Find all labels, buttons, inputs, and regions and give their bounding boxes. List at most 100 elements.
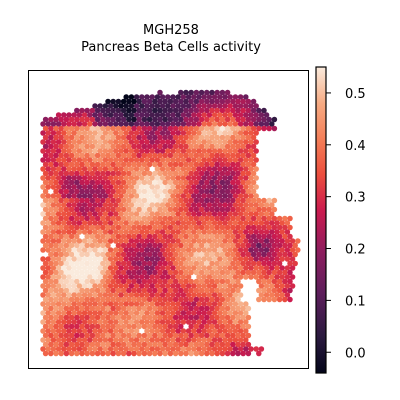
spatial-spot bbox=[53, 350, 59, 357]
spatial-spot bbox=[94, 215, 101, 222]
spatial-spot bbox=[232, 193, 239, 199]
spatial-spot bbox=[100, 125, 106, 132]
spatial-spot bbox=[79, 152, 85, 159]
spatial-spot bbox=[248, 220, 254, 226]
spatial-spot bbox=[245, 350, 252, 357]
spatial-spot bbox=[136, 287, 142, 294]
spatial-spot bbox=[84, 197, 90, 204]
spatial-spot bbox=[271, 116, 278, 123]
spatial-spot bbox=[149, 157, 155, 163]
spatial-spot bbox=[133, 103, 140, 109]
spatial-spot bbox=[198, 305, 205, 312]
spatial-spot bbox=[53, 188, 59, 195]
spatial-spot bbox=[115, 143, 122, 150]
spatial-spot bbox=[87, 202, 93, 208]
spatial-spot bbox=[53, 278, 59, 285]
spatial-spot bbox=[102, 184, 109, 190]
spatial-spot bbox=[105, 98, 111, 105]
spatial-spot bbox=[100, 116, 106, 123]
spatial-spot bbox=[97, 166, 103, 172]
spatial-spot bbox=[245, 323, 252, 330]
spatial-spot bbox=[100, 296, 106, 303]
spatial-spot bbox=[198, 287, 205, 294]
spatial-spot bbox=[253, 121, 259, 127]
spatial-spot bbox=[159, 184, 166, 190]
spatial-spot bbox=[107, 238, 114, 244]
spatial-spot bbox=[224, 116, 231, 123]
spatial-spot bbox=[100, 332, 106, 339]
spatial-spot bbox=[243, 157, 249, 163]
spatial-spot bbox=[100, 269, 106, 276]
spatial-spot bbox=[183, 125, 189, 132]
spatial-spot bbox=[131, 107, 137, 114]
spatial-spot bbox=[120, 143, 127, 150]
spatial-spot bbox=[81, 346, 88, 352]
spatial-spot bbox=[66, 292, 72, 298]
spatial-spot bbox=[198, 314, 205, 321]
spatial-spot bbox=[48, 134, 54, 141]
spatial-spot bbox=[141, 143, 148, 150]
spatial-spot bbox=[149, 139, 155, 145]
spatial-spot bbox=[178, 206, 184, 213]
spatial-spot bbox=[172, 233, 179, 240]
spatial-spot bbox=[289, 283, 296, 289]
spatial-spot bbox=[175, 211, 181, 217]
spatial-spot bbox=[68, 188, 75, 195]
spatial-spot bbox=[66, 328, 72, 334]
spatial-spot bbox=[146, 260, 153, 267]
spatial-spot bbox=[206, 94, 213, 100]
spatial-spot bbox=[89, 143, 96, 150]
spatial-spot bbox=[175, 202, 181, 208]
spatial-spot bbox=[79, 278, 85, 285]
spatial-spot bbox=[40, 166, 46, 172]
spatial-spot bbox=[87, 130, 93, 136]
spatial-spot bbox=[256, 215, 262, 222]
spatial-spot bbox=[131, 278, 137, 285]
spatial-spot bbox=[107, 247, 114, 253]
spatial-spot bbox=[183, 107, 189, 114]
spatial-spot bbox=[102, 292, 109, 298]
spatial-spot bbox=[118, 247, 124, 253]
spatial-spot bbox=[55, 175, 62, 181]
spatial-spot bbox=[68, 197, 75, 204]
spatial-spot bbox=[48, 197, 54, 204]
spatial-spot bbox=[222, 130, 228, 136]
spatial-spot bbox=[263, 256, 270, 262]
spatial-spot bbox=[100, 152, 106, 159]
spatial-spot bbox=[61, 319, 67, 325]
spatial-spot bbox=[50, 247, 57, 253]
spatial-spot bbox=[183, 251, 189, 258]
spatial-spot bbox=[58, 287, 64, 294]
spatial-spot bbox=[123, 328, 129, 334]
spatial-spot bbox=[180, 220, 187, 226]
spatial-spot bbox=[110, 125, 116, 132]
spatial-spot bbox=[196, 229, 202, 235]
spatial-spot bbox=[128, 148, 135, 154]
spatial-spot bbox=[79, 332, 85, 339]
spatial-spot bbox=[204, 314, 210, 321]
spatial-spot bbox=[178, 116, 184, 123]
spatial-spot bbox=[222, 292, 228, 298]
spatial-spot bbox=[180, 247, 187, 253]
spatial-spot bbox=[172, 152, 179, 159]
spatial-spot bbox=[50, 220, 57, 226]
spatial-spot bbox=[94, 305, 101, 312]
spatial-spot bbox=[120, 134, 127, 141]
spatial-spot bbox=[214, 260, 220, 267]
spatial-spot bbox=[71, 283, 77, 289]
spatial-spot bbox=[102, 337, 109, 343]
spatial-spot bbox=[196, 247, 202, 253]
spatial-spot bbox=[66, 193, 72, 199]
spatial-spot bbox=[204, 161, 210, 168]
spatial-spot bbox=[227, 265, 233, 271]
spatial-spot bbox=[204, 323, 210, 330]
spatial-spot bbox=[68, 332, 75, 339]
spatial-spot bbox=[120, 98, 127, 105]
spatial-spot bbox=[97, 292, 103, 298]
spatial-spot bbox=[227, 337, 233, 343]
spatial-spot bbox=[250, 179, 257, 186]
spatial-spot bbox=[107, 139, 114, 145]
spatial-spot bbox=[42, 278, 49, 285]
spatial-spot bbox=[87, 121, 93, 127]
spatial-spot bbox=[126, 341, 132, 348]
